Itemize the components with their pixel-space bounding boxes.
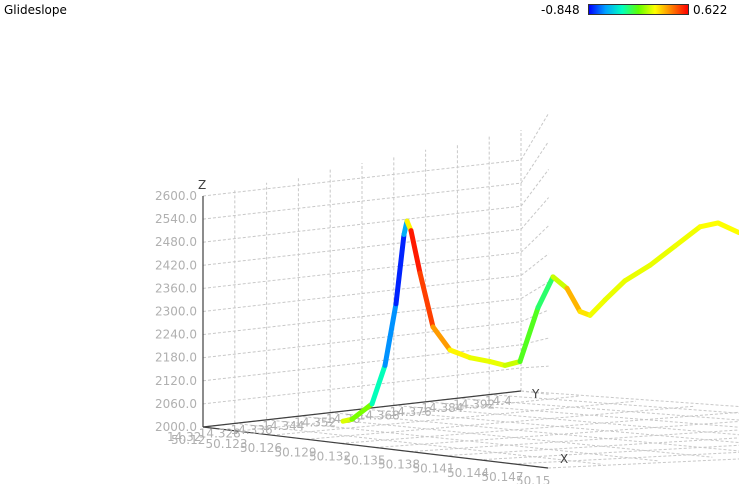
- track-segment: [587, 297, 608, 318]
- grid-line: [393, 404, 739, 436]
- color-scale-bar: [588, 4, 689, 15]
- track-segment: [417, 270, 436, 330]
- grid-line: [234, 422, 603, 465]
- x-tick-label: 50.129: [275, 445, 317, 459]
- y-axis-label: Y: [531, 387, 540, 401]
- z-tick-label: 2120.0: [155, 374, 197, 388]
- x-tick-label: 50.147: [482, 470, 524, 484]
- grid-line: [202, 321, 522, 359]
- x-tick-labels: 50.12 50.12350.12650.12950.13250.13550.13…: [171, 433, 550, 484]
- z-tick-label: 2480.0: [155, 235, 197, 249]
- grid-lines: [202, 113, 739, 469]
- track-segment: [393, 232, 407, 307]
- color-scale-min-label: -0.848: [541, 3, 580, 17]
- x-tick-label: 50.138: [378, 458, 420, 472]
- grid-line: [340, 411, 739, 444]
- track-segment: [430, 324, 453, 353]
- grid-line: [361, 408, 739, 444]
- z-tick-labels: 2600.0 2540.0 2480.0 2420.0 2360.0 2300.0 2240…: [155, 189, 197, 434]
- grid-line: [520, 225, 549, 253]
- grid-line: [375, 420, 739, 448]
- y-tick-label: 14.344: [262, 419, 304, 433]
- track-segment: [517, 305, 541, 365]
- track-segment: [564, 285, 583, 314]
- track-segment: [447, 347, 473, 361]
- x-tick-label: 50.12: [171, 433, 205, 447]
- track-segment: [369, 362, 388, 407]
- track-segment: [502, 359, 523, 368]
- x-tick-label: 50.123: [206, 437, 248, 451]
- track-segment: [602, 278, 628, 303]
- x-axis-line: [202, 426, 549, 469]
- y-tick-label: 14.352: [294, 416, 336, 430]
- grid-line: [520, 197, 549, 230]
- track-segment: [467, 355, 493, 365]
- z-tick-label: 2600.0: [155, 189, 197, 203]
- flight-track: [340, 218, 739, 424]
- x-tick-label: 50.144: [447, 466, 489, 480]
- z-tick-label: 2360.0: [155, 281, 197, 295]
- grid-line: [271, 400, 637, 436]
- track-segment: [382, 301, 399, 368]
- grid-line: [202, 367, 522, 405]
- grid-line: [457, 397, 739, 421]
- z-tick-label: 2240.0: [155, 328, 197, 342]
- grid-line: [202, 205, 522, 243]
- grid-line: [202, 251, 522, 289]
- grid-line: [520, 281, 549, 300]
- y-tick-label: 14.328: [199, 426, 241, 440]
- x-tick-label: 50.132: [309, 449, 351, 463]
- z-tick-label: 2420.0: [155, 258, 197, 272]
- y-tick-label: 14.336: [231, 423, 273, 437]
- x-tick-label: 50.141: [413, 462, 455, 476]
- window-title: Glideslope: [4, 3, 67, 17]
- grid-line: [266, 419, 658, 462]
- grid-line: [202, 182, 522, 220]
- track-segment: [647, 243, 678, 268]
- y-tick-label: 14.4: [485, 394, 512, 408]
- x-tick-label: 50.126: [240, 441, 282, 455]
- track-segment: [715, 220, 739, 236]
- track-segment: [408, 228, 423, 276]
- z-tick-label: 2180.0: [155, 351, 197, 365]
- z-axis-label: Z: [198, 178, 206, 192]
- y-tick-label: 14.32: [167, 430, 201, 444]
- grid-line: [513, 451, 739, 465]
- grid-line: [409, 429, 739, 453]
- track-segment: [697, 220, 721, 230]
- z-tick-label: 2000.0: [155, 420, 197, 434]
- x-tick-label: 50.135: [344, 454, 386, 468]
- grid-line: [489, 394, 739, 414]
- grid-line: [202, 159, 522, 197]
- z-tick-label: 2540.0: [155, 212, 197, 226]
- track-segment: [349, 401, 375, 422]
- track-segment: [487, 359, 508, 368]
- grid-line: [520, 365, 549, 369]
- y-tick-label: 14.384: [421, 401, 463, 415]
- track-segment: [672, 224, 703, 249]
- color-scale-max-label: 0.622: [693, 3, 728, 17]
- x-axis-label: X: [560, 452, 568, 466]
- y-tick-label: 14.392: [453, 398, 495, 412]
- z-tick-label: 2060.0: [155, 397, 197, 411]
- grid-line: [520, 141, 550, 184]
- grid-line: [202, 228, 522, 266]
- track-segment: [550, 274, 570, 291]
- grid-line: [330, 412, 739, 452]
- grid-line: [520, 253, 549, 276]
- track-segment: [622, 262, 653, 284]
- x-tick-label: 50.15: [516, 474, 550, 484]
- y-tick-label: 14.376: [390, 405, 432, 419]
- grid-line: [520, 113, 550, 161]
- grid-line: [547, 458, 739, 469]
- grid-line: [520, 390, 739, 408]
- z-tick-label: 2300.0: [155, 305, 197, 319]
- grid-line: [520, 169, 549, 207]
- grid-line: [298, 415, 713, 458]
- track-segment: [535, 274, 556, 311]
- grid-line: [478, 444, 739, 461]
- y-tick-label: 14.368: [358, 408, 400, 422]
